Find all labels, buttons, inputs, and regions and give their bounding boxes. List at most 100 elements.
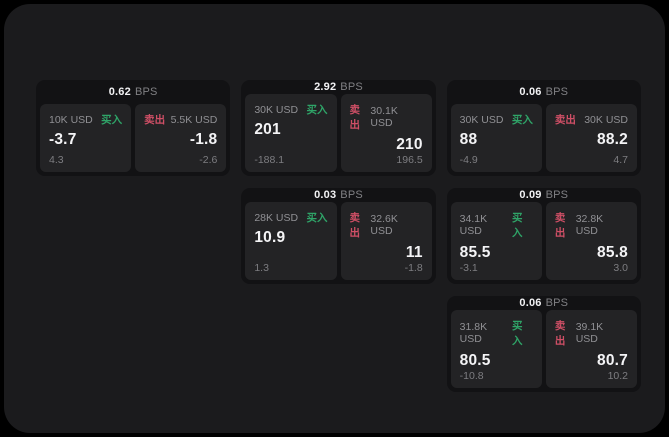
card-header: 0.62 BPS [40,80,226,104]
buy-tag[interactable]: 买入 [511,114,533,126]
buy-value: -3.7 [49,131,77,148]
quote-card: 0.06 BPS 30K USD 买入 88 -4.9 卖出 30K USD [446,80,641,176]
sell-pane-top: 卖出 5.5K USD [144,112,217,127]
sell-pane-top: 卖出 39.1K USD [555,318,628,348]
buy-pane-top: 30K USD 买入 [254,102,327,117]
buy-pane-top: 28K USD 买入 [254,210,327,225]
sell-delta: 196.5 [396,154,423,166]
buy-delta: -188.1 [254,154,285,166]
bps-unit: BPS [545,297,569,309]
sell-value: 88.2 [597,131,628,148]
bps-unit: BPS [545,189,569,201]
card-header: 0.03 BPS [245,188,431,202]
buy-tag[interactable]: 买入 [511,212,523,239]
bps-value: 0.09 [519,189,542,201]
buy-value: 10.9 [254,229,286,246]
sell-delta: -1.8 [404,262,423,274]
bps-value: 0.06 [519,297,542,309]
buy-amount-label: 30K USD [254,103,299,116]
buy-delta: 1.3 [254,262,269,274]
buy-pane[interactable]: 31.8K USD 买入 80.5 -10.8 [450,310,542,388]
buy-pane[interactable]: 30K USD 买入 88 -4.9 [450,104,542,172]
sell-delta: 10.2 [607,370,628,382]
buy-amount-label: 30K USD [459,113,504,126]
quote-card: 0.06 BPS 31.8K USD 买入 80.5 -10.8 卖出 39.1… [446,296,641,392]
bps-unit: BPS [340,189,363,201]
buy-pane[interactable]: 10K USD 买入 -3.7 4.3 [40,104,132,172]
sell-pane[interactable]: 卖出 32.8K USD 85.8 3.0 [545,202,637,280]
bps-value: 0.03 [314,189,337,201]
card-header: 0.09 BPS [451,188,637,202]
sell-pane-top: 卖出 30K USD [555,112,628,127]
sell-amount-label: 39.1K USD [575,321,604,345]
buy-value: 88 [459,131,478,148]
sell-amount-label: 30.1K USD [370,105,398,129]
bps-unit: BPS [545,86,569,98]
card-body: 30K USD 买入 88 -4.9 卖出 30K USD 88.2 4.7 [450,104,637,172]
bps-value: 0.06 [519,86,542,98]
buy-delta: -3.1 [459,262,478,274]
buy-amount-label: 31.8K USD [459,321,488,345]
buy-delta: -10.8 [459,370,484,382]
buy-pane-top: 10K USD 买入 [49,112,122,127]
buy-pane[interactable]: 28K USD 买入 10.9 1.3 [245,202,337,280]
quote-cards-grid: 0.62 BPS 10K USD 买入 -3.7 4.3 卖出 5.5K USD [36,80,641,392]
quote-card: 0.03 BPS 28K USD 买入 10.9 1.3 卖出 32.6K US… [241,188,436,284]
bps-unit: BPS [134,86,158,98]
sell-pane[interactable]: 卖出 30K USD 88.2 4.7 [545,104,637,172]
buy-amount-label: 28K USD [254,211,299,224]
quote-card: 2.92 BPS 30K USD 买入 201 -188.1 卖出 30.1K … [241,80,436,176]
sell-tag[interactable]: 卖出 [349,212,361,239]
buy-value: 80.5 [459,352,491,369]
buy-delta: 4.3 [49,154,64,166]
sell-pane-top: 卖出 32.8K USD [555,210,628,240]
sell-tag[interactable]: 卖出 [554,114,576,126]
sell-amount-label: 30K USD [584,113,628,126]
buy-amount-label: 34.1K USD [459,213,488,237]
card-body: 10K USD 买入 -3.7 4.3 卖出 5.5K USD -1.8 -2.… [40,104,227,172]
sell-value: 85.8 [597,244,628,261]
buy-delta: -4.9 [459,154,478,166]
buy-amount-label: 10K USD [49,113,93,126]
buy-tag[interactable]: 买入 [511,320,523,347]
card-header: 2.92 BPS [245,80,431,94]
buy-pane[interactable]: 30K USD 买入 201 -188.1 [245,94,337,172]
card-body: 30K USD 买入 201 -188.1 卖出 30.1K USD 210 1… [245,94,432,172]
sell-value: 80.7 [597,352,628,369]
buy-pane-top: 31.8K USD 买入 [460,318,533,348]
buy-tag[interactable]: 买入 [306,212,328,224]
quote-card: 0.09 BPS 34.1K USD 买入 85.5 -3.1 卖出 32.8K… [446,188,641,284]
sell-tag[interactable]: 卖出 [554,212,566,239]
card-header: 0.06 BPS [451,80,637,104]
quote-card: 0.62 BPS 10K USD 买入 -3.7 4.3 卖出 5.5K USD [36,80,231,176]
buy-value: 201 [254,121,281,138]
sell-pane[interactable]: 卖出 39.1K USD 80.7 10.2 [545,310,637,388]
buy-pane[interactable]: 34.1K USD 买入 85.5 -3.1 [450,202,542,280]
buy-value: 85.5 [459,244,491,261]
sell-amount-label: 32.8K USD [575,213,604,237]
buy-pane-top: 34.1K USD 买入 [460,210,533,240]
main-panel: 0.62 BPS 10K USD 买入 -3.7 4.3 卖出 5.5K USD [4,4,665,433]
card-header: 0.06 BPS [451,296,637,310]
sell-pane[interactable]: 卖出 30.1K USD 210 196.5 [340,94,432,172]
bps-value: 2.92 [314,81,337,93]
sell-tag[interactable]: 卖出 [349,104,361,131]
buy-tag[interactable]: 买入 [101,114,123,126]
bps-value: 0.62 [108,86,131,98]
sell-tag[interactable]: 卖出 [554,320,566,347]
sell-pane-top: 卖出 32.6K USD [350,210,423,240]
buy-tag[interactable]: 买入 [306,104,328,116]
sell-value: 11 [405,244,423,261]
card-body: 31.8K USD 买入 80.5 -10.8 卖出 39.1K USD 80.… [450,310,637,388]
sell-pane[interactable]: 卖出 32.6K USD 11 -1.8 [340,202,432,280]
sell-delta: 3.0 [613,262,628,274]
buy-pane-top: 30K USD 买入 [460,112,533,127]
sell-value: 210 [396,136,423,153]
sell-delta: -2.6 [199,154,218,166]
sell-tag[interactable]: 卖出 [144,114,166,126]
sell-pane-top: 卖出 30.1K USD [350,102,423,132]
sell-amount-label: 32.6K USD [370,213,398,237]
sell-delta: 4.7 [613,154,628,166]
sell-pane[interactable]: 卖出 5.5K USD -1.8 -2.6 [135,104,227,172]
sell-value: -1.8 [189,131,218,148]
